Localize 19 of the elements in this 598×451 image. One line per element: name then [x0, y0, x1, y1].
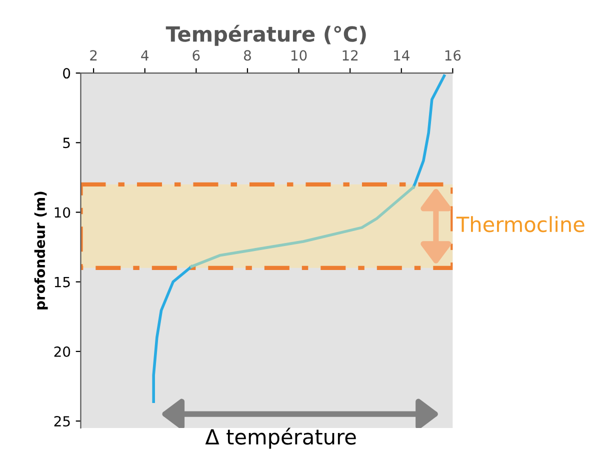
y-axis-title: profondeur (m)	[34, 192, 48, 310]
x-tick-label: 4	[141, 50, 148, 60]
band-label: Thermocline	[456, 216, 584, 232]
y-tick-label: 25	[54, 416, 70, 427]
x-tick-label: 16	[445, 50, 461, 61]
x-tick-label: 8	[244, 50, 251, 61]
y-tick-label: 10	[54, 207, 70, 218]
x-tick-label: 10	[291, 50, 307, 61]
y-tick-label: 5	[63, 138, 70, 148]
y-tick-label: 15	[54, 277, 70, 288]
y-tick-label: 0	[63, 68, 70, 79]
x-axis-title: Température (°C)	[166, 24, 366, 46]
x-tick-label: 14	[394, 50, 410, 60]
line-series	[190, 186, 415, 268]
x-tick-label: 6	[192, 50, 200, 61]
annotation: Δ température	[205, 428, 356, 449]
x-tick-label: 12	[342, 50, 358, 60]
y-tick-label: 20	[54, 346, 70, 357]
x-tick-label: 2	[90, 50, 97, 60]
